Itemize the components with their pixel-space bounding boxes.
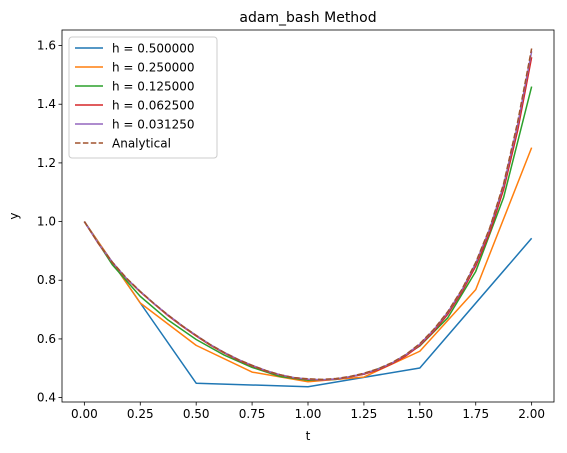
legend-label: h = 0.062500 (112, 99, 195, 113)
x-tick-label: 1.25 (351, 407, 378, 421)
x-tick-label: 0.00 (71, 407, 98, 421)
y-tick-label: 0.6 (37, 332, 56, 346)
series-line-2 (83, 86, 533, 382)
legend-label: h = 0.125000 (112, 80, 195, 94)
series-line-5 (83, 48, 533, 381)
x-tick-label: 0.25 (127, 407, 154, 421)
x-tick-label: 1.50 (406, 407, 433, 421)
chart-title: adam_bash Method (239, 10, 376, 26)
y-axis-label: y (7, 212, 21, 219)
x-tick-label: 1.75 (462, 407, 489, 421)
legend-box (68, 36, 218, 159)
x-tick-label: 2.00 (518, 407, 545, 421)
x-tick-label: 1.00 (295, 407, 322, 421)
y-tick-label: 0.4 (37, 391, 56, 405)
y-tick-label: 1.6 (37, 39, 56, 53)
y-tick-label: 1.0 (37, 215, 56, 229)
x-axis-label: t (306, 429, 311, 443)
series-line-1 (83, 147, 533, 383)
x-tick-label: 0.50 (183, 407, 210, 421)
legend: h = 0.500000 h = 0.250000 h = 0.125000 h = … (68, 36, 218, 159)
y-tick-label: 1.2 (37, 156, 56, 170)
y-axis: 0.4 0.6 0.8 1.0 1.2 1.4 1.6 (37, 39, 62, 405)
y-tick-label: 0.8 (37, 273, 56, 287)
y-tick-label: 1.4 (37, 97, 56, 111)
legend-label: h = 0.500000 (112, 42, 195, 56)
legend-label: h = 0.250000 (112, 61, 195, 75)
x-tick-label: 0.75 (239, 407, 266, 421)
legend-label: Analytical (112, 137, 171, 151)
legend-label: h = 0.031250 (112, 118, 195, 132)
x-axis: 0.00 0.25 0.50 0.75 1.00 1.25 1.50 1.75 2.00 (71, 402, 545, 421)
plot-layer (83, 48, 533, 388)
